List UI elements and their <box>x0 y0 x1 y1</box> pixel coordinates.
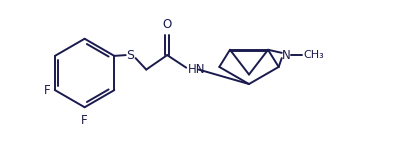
Text: F: F <box>44 84 50 97</box>
Text: O: O <box>162 18 172 31</box>
Text: CH₃: CH₃ <box>303 51 324 60</box>
Text: N: N <box>282 49 291 62</box>
Text: HN: HN <box>188 63 206 76</box>
Text: S: S <box>126 49 134 62</box>
Text: F: F <box>81 114 88 127</box>
